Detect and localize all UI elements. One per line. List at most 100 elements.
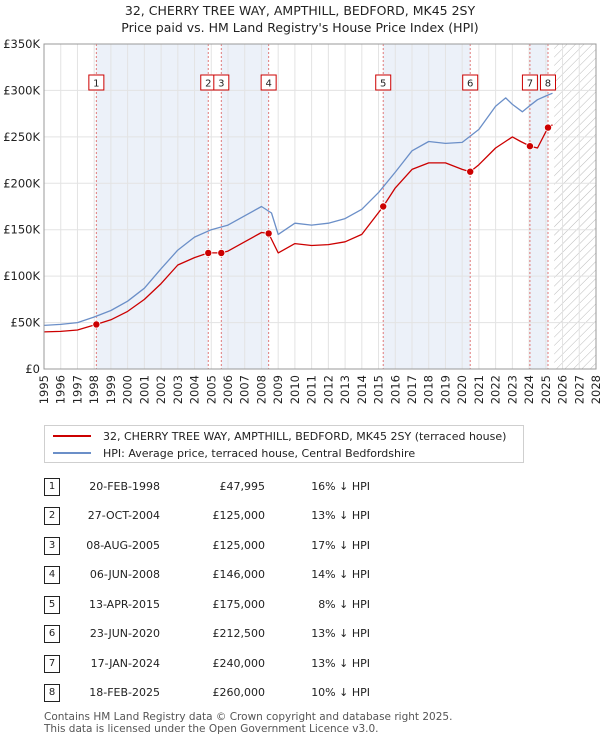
sale-number-badge: 7 (44, 655, 60, 673)
y-tick-label-300000: £300K (3, 83, 40, 97)
x-tick-label-2016: 2016 (388, 375, 402, 404)
y-tick-label-100000: £100K (3, 269, 40, 283)
sale-date: 13-APR-2015 (88, 598, 160, 611)
x-tick-label-2011: 2011 (305, 375, 319, 404)
y-tick-label-50000: £50K (11, 316, 41, 330)
sale-date: 06-JUN-2008 (89, 568, 160, 581)
legend-item-hpi: HPI: Average price, terraced house, Cent… (53, 445, 415, 461)
sale-row: 5 13-APR-2015 £175,000 8% ↓ HPI (0, 596, 600, 616)
sale-point-5 (379, 202, 388, 211)
sale-hpi-diff: 14% ↓ HPI (311, 568, 370, 581)
x-tick-label-2000: 2000 (121, 375, 135, 404)
sale-label-box-4 (260, 74, 277, 91)
legend: 32, CHERRY TREE WAY, AMPTHILL, BEDFORD, … (44, 425, 524, 463)
sale-number-badge: 6 (44, 625, 60, 643)
x-tick-label-1996: 1996 (54, 375, 68, 404)
legend-label-hpi: HPI: Average price, terraced house, Cent… (103, 446, 416, 460)
sale-point-8 (543, 123, 552, 132)
x-tick-label-2001: 2001 (137, 375, 151, 404)
x-tick-label-2026: 2026 (556, 375, 570, 404)
sale-label-box-8 (539, 74, 556, 91)
sale-label-5: 5 (380, 79, 386, 90)
sale-row: 6 23-JUN-2020 £212,500 13% ↓ HPI (0, 625, 600, 645)
sale-row: 2 27-OCT-2004 £125,000 13% ↓ HPI (0, 507, 600, 527)
sale-date: 20-FEB-1998 (89, 480, 160, 493)
x-tick-label-2024: 2024 (522, 375, 536, 404)
footer: Contains HM Land Registry data © Crown c… (44, 711, 452, 735)
sale-number-badge: 1 (44, 478, 60, 496)
sale-shade-7-8 (529, 44, 548, 369)
sale-row: 7 17-JAN-2024 £240,000 13% ↓ HPI (0, 655, 600, 675)
x-tick-label-2012: 2012 (321, 375, 335, 404)
sale-label-box-5 (375, 74, 392, 91)
sale-number-badge: 2 (44, 507, 60, 525)
sale-point-4 (264, 229, 273, 238)
sale-price: £125,000 (212, 539, 266, 552)
x-tick-label-2020: 2020 (455, 375, 469, 404)
sale-label-2: 2 (205, 79, 211, 90)
x-tick-label-2015: 2015 (372, 375, 386, 404)
sale-shade-5-6 (383, 44, 471, 369)
legend-item-property: 32, CHERRY TREE WAY, AMPTHILL, BEDFORD, … (53, 428, 506, 444)
sale-row: 8 18-FEB-2025 £260,000 10% ↓ HPI (0, 684, 600, 704)
x-tick-label-2021: 2021 (472, 375, 486, 404)
sale-price: £260,000 (212, 686, 266, 699)
sale-price: £175,000 (212, 598, 266, 611)
sale-number-badge: 4 (44, 566, 60, 584)
legend-swatch-property (53, 435, 91, 437)
x-tick-label-1998: 1998 (87, 375, 101, 404)
sale-label-box-1 (88, 74, 105, 91)
sale-label-6: 6 (467, 79, 473, 90)
sale-label-3: 3 (218, 79, 224, 90)
x-tick-label-2023: 2023 (505, 375, 519, 404)
x-tick-label-2027: 2027 (572, 375, 586, 404)
x-tick-label-2010: 2010 (288, 375, 302, 404)
sale-date: 18-FEB-2025 (89, 686, 160, 699)
title-line-1: 32, CHERRY TREE WAY, AMPTHILL, BEDFORD, … (124, 3, 476, 18)
hpi-line (43, 92, 553, 327)
y-tick-label-350000: £350K (3, 37, 40, 51)
sale-label-7: 7 (527, 79, 533, 90)
sale-point-2 (204, 248, 213, 257)
sale-label-1: 1 (93, 79, 99, 90)
x-tick-label-2014: 2014 (355, 375, 369, 404)
sale-row: 3 08-AUG-2005 £125,000 17% ↓ HPI (0, 537, 600, 557)
sale-hpi-diff: 13% ↓ HPI (311, 509, 370, 522)
sale-date: 27-OCT-2004 (87, 509, 160, 522)
property-price-line (43, 124, 553, 333)
sale-label-box-7 (521, 74, 538, 91)
sale-date: 17-JAN-2024 (90, 657, 160, 670)
sale-point-6 (466, 167, 475, 176)
x-tick-label-2013: 2013 (338, 375, 352, 404)
x-tick-label-2004: 2004 (188, 375, 202, 404)
x-tick-label-2006: 2006 (221, 375, 235, 404)
sale-hpi-diff: 17% ↓ HPI (311, 539, 370, 552)
sale-shade-1-2 (96, 44, 209, 369)
x-tick-label-2019: 2019 (438, 375, 452, 404)
sale-hpi-diff: 10% ↓ HPI (311, 686, 370, 699)
future-hatch-region (554, 44, 596, 369)
y-tick-label-200000: £200K (3, 176, 40, 190)
sale-price: £125,000 (212, 509, 266, 522)
sale-point-1 (92, 320, 101, 329)
x-tick-label-2018: 2018 (422, 375, 436, 404)
x-tick-label-1999: 1999 (104, 375, 118, 404)
sale-date: 23-JUN-2020 (89, 627, 160, 640)
x-tick-label-2005: 2005 (204, 375, 218, 404)
sale-number-badge: 8 (44, 684, 60, 702)
x-tick-label-2022: 2022 (489, 375, 503, 404)
title-line-2: Price paid vs. HM Land Registry's House … (121, 20, 479, 35)
sale-price: £47,995 (219, 480, 266, 493)
sale-label-box-3 (213, 74, 230, 91)
sale-number-badge: 5 (44, 596, 60, 614)
sale-point-3 (217, 248, 226, 257)
sale-hpi-diff: 13% ↓ HPI (311, 627, 370, 640)
x-tick-label-1995: 1995 (37, 375, 51, 404)
y-tick-label-250000: £250K (3, 130, 40, 144)
sale-hpi-diff: 13% ↓ HPI (311, 657, 370, 670)
sale-number-badge: 3 (44, 537, 60, 555)
sale-row: 1 20-FEB-1998 £47,995 16% ↓ HPI (0, 478, 600, 498)
sale-price: £146,000 (212, 568, 266, 581)
footer-line-1: Contains HM Land Registry data © Crown c… (44, 711, 453, 723)
footer-line-2: This data is licensed under the Open Gov… (44, 723, 379, 735)
